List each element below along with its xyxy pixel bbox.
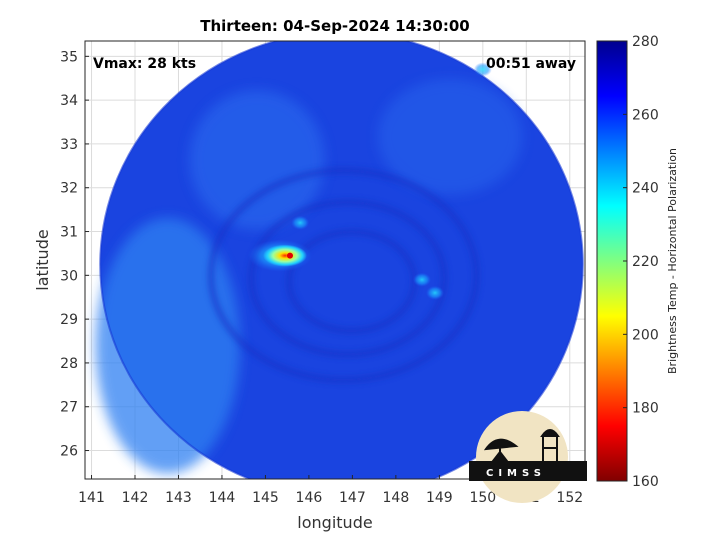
y-tick-label: 35 bbox=[60, 49, 78, 65]
y-tick-label: 29 bbox=[60, 312, 78, 328]
y-tick-label: 33 bbox=[60, 137, 78, 153]
warm-band-north bbox=[291, 215, 310, 230]
logo-disc bbox=[476, 411, 568, 503]
x-tick-label: 144 bbox=[209, 490, 236, 506]
convective-core bbox=[263, 244, 307, 267]
colorbar-ticks: 160 180 200 220 240 260 280 bbox=[623, 34, 659, 490]
chart-title: Thirteen: 04-Sep-2024 14:30:00 bbox=[200, 17, 470, 35]
x-tick-label: 150 bbox=[469, 490, 496, 506]
logo-band bbox=[469, 461, 587, 481]
swath-warm-northwest bbox=[189, 90, 325, 230]
colorbar-tick-label: 280 bbox=[632, 34, 659, 50]
colorbar-tick-label: 200 bbox=[632, 327, 659, 343]
y-tick-label: 28 bbox=[60, 356, 78, 372]
x-axis-ticks: 141142143144145146147148149150151152 bbox=[78, 475, 583, 506]
x-tick-label: 143 bbox=[165, 490, 192, 506]
y-tick-label: 32 bbox=[60, 181, 78, 197]
swath-warm-northeast bbox=[377, 78, 523, 195]
y-tick-label: 26 bbox=[60, 444, 78, 460]
microwave-swath bbox=[95, 41, 584, 479]
x-tick-label: 149 bbox=[426, 490, 453, 506]
y-tick-label: 30 bbox=[60, 268, 78, 284]
x-tick-label: 141 bbox=[78, 490, 105, 506]
y-axis-ticks: 26 27 28 29 30 31 32 33 34 35 bbox=[60, 49, 89, 460]
spot-north bbox=[473, 62, 492, 77]
swath-warm-west bbox=[95, 217, 241, 474]
colorbar: 160 180 200 220 240 260 280 Brightness Temp - … bbox=[596, 34, 679, 490]
spiral-band bbox=[247, 198, 448, 358]
x-tick-label: 142 bbox=[122, 490, 149, 506]
y-axis-label: latitude bbox=[33, 229, 52, 290]
x-tick-label: 146 bbox=[296, 490, 323, 506]
water-tower-icon bbox=[540, 429, 560, 461]
cimss-logo: CIMSS bbox=[469, 411, 587, 503]
colorbar-tick-label: 160 bbox=[632, 474, 659, 490]
colorbar-tick-label: 240 bbox=[632, 181, 659, 197]
band-east-1 bbox=[412, 272, 431, 287]
time-away-annotation: 00:51 away bbox=[486, 56, 576, 72]
colorbar-tick-label: 260 bbox=[632, 107, 659, 123]
x-axis-label: longitude bbox=[297, 513, 372, 532]
swath-edge bbox=[99, 41, 584, 479]
colorbar-label: Brightness Temp - Horizontal Polarizatio… bbox=[666, 148, 679, 374]
colorbar-gradient bbox=[596, 40, 628, 482]
colorbar-tick-label: 220 bbox=[632, 254, 659, 270]
band-east-2 bbox=[426, 285, 444, 300]
y-tick-label: 27 bbox=[60, 400, 78, 416]
convective-core-peak bbox=[287, 252, 293, 259]
storm-features bbox=[248, 62, 492, 300]
vmax-annotation: Vmax: 28 kts bbox=[93, 56, 196, 72]
satellite-dish-icon bbox=[483, 438, 519, 462]
x-tick-label: 145 bbox=[252, 490, 279, 506]
logo-text: CIMSS bbox=[486, 468, 546, 479]
y-tick-label: 34 bbox=[60, 93, 78, 109]
axes-frame bbox=[84, 40, 586, 480]
colorbar-tick-label: 180 bbox=[632, 401, 659, 417]
y-tick-label: 31 bbox=[60, 225, 78, 241]
x-tick-label: 152 bbox=[556, 490, 583, 506]
spiral-band bbox=[207, 167, 480, 384]
x-tick-label: 148 bbox=[383, 490, 410, 506]
x-tick-label: 147 bbox=[339, 490, 366, 506]
plot-area bbox=[85, 41, 585, 479]
